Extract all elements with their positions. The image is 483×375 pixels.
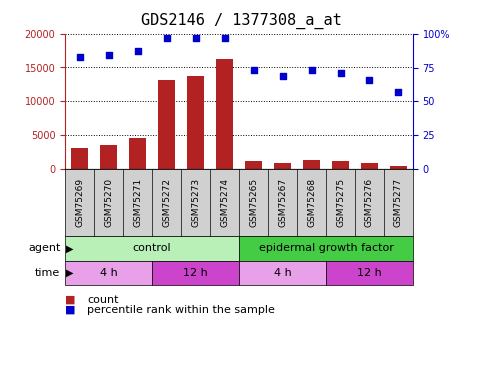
Text: 12 h: 12 h (357, 268, 382, 278)
Text: GSM75273: GSM75273 (191, 178, 200, 227)
Bar (71, 148, 88, 169)
Point (279, 73, 286, 79)
Point (76, 54, 84, 60)
Bar (390, 166, 407, 169)
Text: GSM75274: GSM75274 (220, 178, 229, 227)
Bar (303, 160, 320, 169)
Text: GSM75272: GSM75272 (162, 178, 171, 227)
Point (337, 70, 344, 76)
Bar (216, 59, 233, 169)
Text: ■: ■ (65, 295, 79, 305)
Bar (245, 160, 262, 169)
Point (308, 67, 315, 73)
Bar (100, 145, 117, 169)
Text: GSM75268: GSM75268 (307, 178, 316, 227)
Text: 4 h: 4 h (100, 268, 117, 278)
Text: GSM75275: GSM75275 (336, 178, 345, 227)
Text: control: control (133, 243, 171, 254)
Text: GDS2146 / 1377308_a_at: GDS2146 / 1377308_a_at (141, 13, 342, 29)
Point (163, 35, 170, 41)
Text: GSM75265: GSM75265 (249, 178, 258, 227)
Bar (158, 80, 175, 169)
Bar (332, 161, 349, 169)
Text: epidermal growth factor: epidermal growth factor (258, 243, 394, 254)
Text: ▶: ▶ (66, 243, 74, 254)
Text: 12 h: 12 h (183, 268, 208, 278)
Text: time: time (35, 268, 60, 278)
Bar (187, 76, 204, 169)
Text: ▶: ▶ (66, 268, 74, 278)
Point (221, 35, 228, 41)
Text: GSM75267: GSM75267 (278, 178, 287, 227)
Text: GSM75269: GSM75269 (75, 178, 84, 227)
Bar (274, 163, 291, 169)
Text: percentile rank within the sample: percentile rank within the sample (87, 305, 275, 315)
Text: count: count (87, 295, 118, 305)
Text: GSM75271: GSM75271 (133, 178, 142, 227)
Text: GSM75277: GSM75277 (394, 178, 403, 227)
Bar (361, 164, 378, 169)
Point (250, 67, 257, 73)
Text: GSM75270: GSM75270 (104, 178, 113, 227)
Point (192, 35, 199, 41)
Text: GSM75276: GSM75276 (365, 178, 374, 227)
Bar (129, 138, 146, 169)
Point (134, 48, 142, 54)
Point (105, 53, 113, 58)
Text: 4 h: 4 h (274, 268, 291, 278)
Text: agent: agent (28, 243, 60, 254)
Point (366, 76, 373, 82)
Point (395, 89, 402, 95)
Text: ■: ■ (65, 305, 79, 315)
